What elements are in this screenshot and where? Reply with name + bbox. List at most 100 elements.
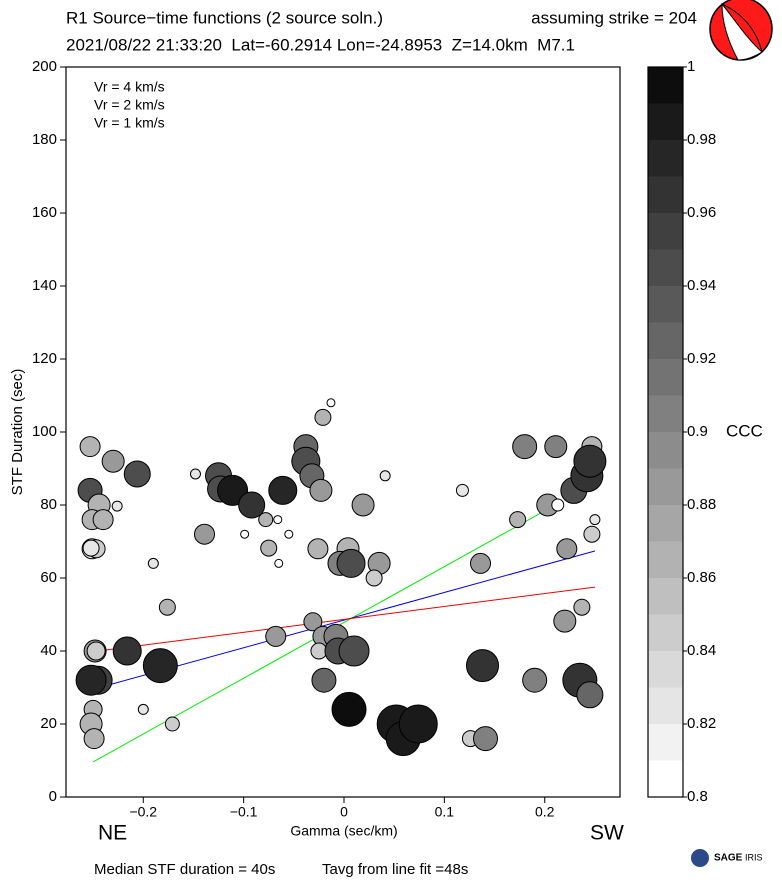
colorbar-band xyxy=(648,213,683,250)
x-tick-label: −0.1 xyxy=(230,804,258,820)
point xyxy=(142,648,178,684)
legend-label: Vr = 4 km/s xyxy=(94,79,165,95)
footer-median: Median STF duration = 40s xyxy=(94,861,275,878)
colorbar-tick-label: 0.96 xyxy=(687,204,716,221)
point xyxy=(79,436,101,458)
footer-tavg: Tavg from line fit =48s xyxy=(322,861,468,878)
colorbar-band xyxy=(648,103,683,140)
colorbar-tick-label: 0.94 xyxy=(687,277,716,294)
x-tick-label: 0.1 xyxy=(435,804,455,820)
colorbar-band xyxy=(648,395,683,432)
colorbar-label: CCC xyxy=(726,421,763,440)
point xyxy=(544,435,568,459)
point xyxy=(273,515,283,525)
point xyxy=(398,704,438,744)
point xyxy=(379,470,391,482)
point xyxy=(258,512,274,528)
logo-text: IRIS xyxy=(745,852,763,862)
y-tick-label: 140 xyxy=(32,277,57,294)
colorbar-band xyxy=(648,322,683,359)
colorbar-tick-label: 0.98 xyxy=(687,131,716,148)
point xyxy=(147,557,159,569)
point xyxy=(265,625,287,647)
y-tick-label: 20 xyxy=(40,715,57,732)
y-axis-label: STF Duration (sec) xyxy=(9,369,26,496)
point xyxy=(351,493,375,517)
point xyxy=(573,598,591,616)
point xyxy=(551,498,565,512)
point xyxy=(284,529,294,539)
point xyxy=(274,558,284,568)
colorbar-band xyxy=(648,760,683,797)
y-tick-label: 160 xyxy=(32,204,57,221)
point xyxy=(365,569,383,587)
point xyxy=(101,449,125,473)
colorbar-tick-label: 0.82 xyxy=(687,715,716,732)
ne-label: NE xyxy=(98,822,127,845)
point xyxy=(556,538,578,560)
colorbar-band xyxy=(648,432,683,469)
colorbar-tick-label: 0.88 xyxy=(687,496,716,513)
y-tick-label: 80 xyxy=(40,496,57,513)
point xyxy=(336,548,366,578)
x-tick-label: 0.2 xyxy=(535,804,555,820)
colorbar-tick-label: 1 xyxy=(687,58,695,75)
point xyxy=(123,460,151,488)
point xyxy=(194,523,215,545)
x-tick-label: 0 xyxy=(340,804,348,820)
colorbar-band xyxy=(648,578,683,615)
logo-text: SAGE xyxy=(714,853,743,864)
colorbar-band xyxy=(648,67,683,104)
chart-subtitle: 2021/08/22 21:33:20 Lat=-60.2914 Lon=-24… xyxy=(66,35,575,54)
x-tick-label: −0.2 xyxy=(129,804,157,820)
point xyxy=(553,609,577,633)
chart-title: R1 Source−time functions (2 source soln.… xyxy=(66,8,383,27)
point xyxy=(311,667,337,693)
colorbar-band xyxy=(648,249,683,286)
y-tick-label: 200 xyxy=(32,58,57,75)
colorbar-band xyxy=(648,651,683,688)
point xyxy=(82,539,100,557)
point xyxy=(331,691,367,727)
point xyxy=(240,529,250,539)
point xyxy=(469,552,491,574)
colorbar-band xyxy=(648,505,683,542)
point xyxy=(309,478,333,502)
sw-label: SW xyxy=(590,822,624,845)
point xyxy=(303,612,323,632)
point xyxy=(238,491,266,519)
y-tick-label: 0 xyxy=(49,788,57,805)
colorbar-band xyxy=(648,359,683,396)
y-tick-label: 180 xyxy=(32,131,57,148)
point xyxy=(86,641,106,661)
colorbar-band xyxy=(648,687,683,724)
legend-label: Vr = 2 km/s xyxy=(94,97,165,113)
point xyxy=(314,408,332,426)
point xyxy=(326,398,336,408)
point xyxy=(189,468,201,480)
point xyxy=(573,444,607,478)
point xyxy=(589,514,601,526)
point xyxy=(466,649,500,683)
colorbar-tick-label: 0.8 xyxy=(687,788,708,805)
colorbar-tick-label: 0.92 xyxy=(687,350,716,367)
point xyxy=(455,483,469,497)
y-tick-label: 100 xyxy=(32,423,57,440)
point xyxy=(83,728,105,750)
colorbar-band xyxy=(648,140,683,177)
colorbar-band xyxy=(648,286,683,323)
point xyxy=(473,726,499,752)
point xyxy=(522,667,548,693)
colorbar-band xyxy=(648,724,683,761)
point xyxy=(509,511,527,529)
colorbar-band xyxy=(648,176,683,213)
point xyxy=(112,636,142,666)
point xyxy=(583,525,601,543)
beach-ball xyxy=(709,0,773,61)
point xyxy=(338,635,370,667)
point xyxy=(512,434,538,460)
point xyxy=(217,474,249,506)
colorbar-band xyxy=(648,614,683,651)
colorbar-tick-label: 0.86 xyxy=(687,569,716,586)
